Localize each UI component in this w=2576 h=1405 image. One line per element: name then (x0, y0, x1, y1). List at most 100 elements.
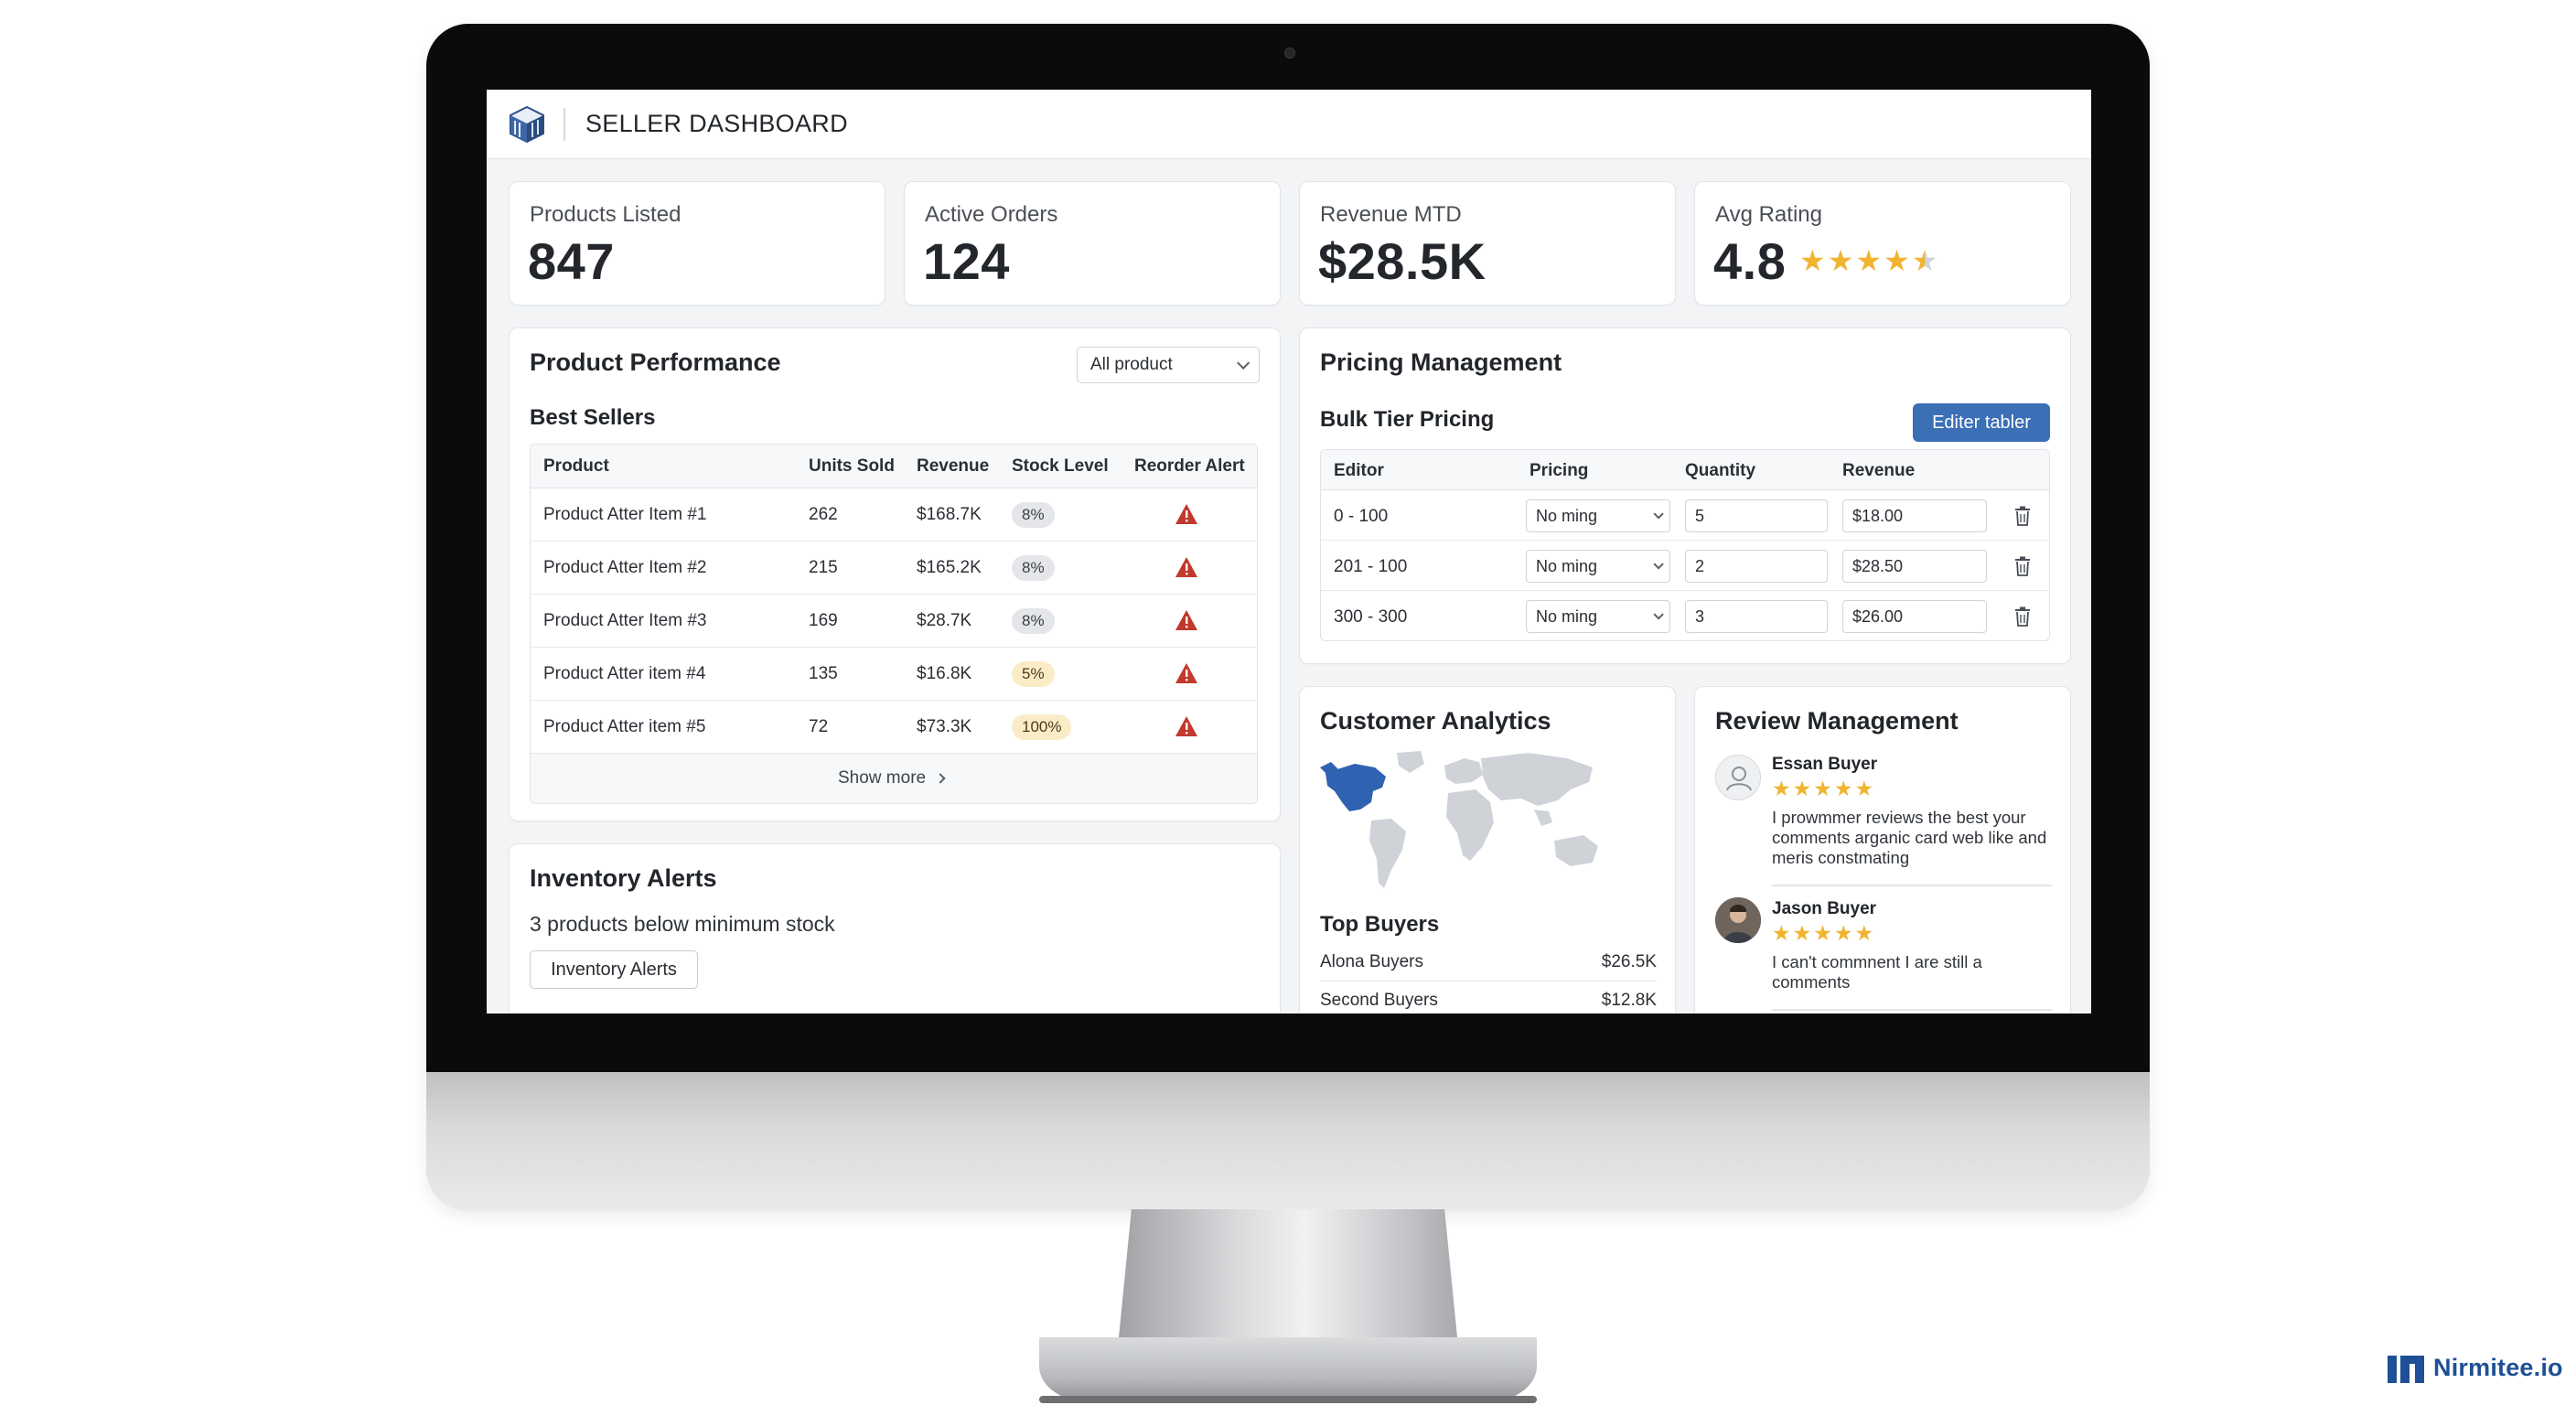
stock-level-badge: 5% (1012, 661, 1055, 687)
select-value: No ming (1536, 606, 1598, 626)
revenue-input[interactable]: $28.50 (1842, 550, 1987, 583)
show-more-label: Show more (838, 768, 927, 788)
quantity-input[interactable]: 2 (1685, 550, 1828, 583)
product-name: Product Atter Item #1 (543, 505, 707, 524)
top-bar: SELLER DASHBOARD (487, 90, 2091, 159)
warning-triangle-icon[interactable] (1175, 556, 1198, 578)
card-title: Customer Analytics (1320, 707, 1551, 735)
pricing-row: 201 - 100 No ming 2 $28.50 (1321, 541, 2049, 591)
map-region-greenland[interactable] (1397, 751, 1424, 773)
quantity-input[interactable]: 5 (1685, 499, 1828, 532)
edit-table-button[interactable]: Editer tabler (1913, 403, 2050, 442)
star-icon: ★ (1813, 921, 1832, 945)
page-title: SELLER DASHBOARD (585, 110, 848, 137)
cube-logo-icon[interactable] (507, 104, 547, 145)
chevron-down-icon (1237, 356, 1250, 370)
stat-value: 847 (528, 232, 615, 290)
brand-name: Nirmitee.io (2433, 1353, 2563, 1381)
units-sold: 262 (809, 505, 838, 524)
buyer-amount: $26.5K (1601, 952, 1657, 971)
column-header[interactable]: Revenue (1842, 461, 1916, 480)
inventory-message: 3 products below minimum stock (530, 912, 835, 936)
revenue-input[interactable]: $18.00 (1842, 499, 1987, 532)
map-region-europe[interactable] (1444, 758, 1483, 784)
pricing-select[interactable]: No ming (1526, 550, 1670, 583)
stat-value: 124 (923, 232, 1010, 290)
map-region-asia[interactable] (1481, 753, 1593, 806)
units-sold: 135 (809, 664, 838, 683)
world-map[interactable] (1318, 745, 1611, 892)
column-header[interactable]: Quantity (1685, 461, 1756, 480)
monitor-stand-neck (1118, 1209, 1458, 1346)
buyer-name: Second Buyers (1320, 991, 1438, 1010)
map-region-north-america[interactable] (1326, 764, 1386, 811)
star-icon: ★ (1792, 921, 1812, 945)
review-management-card: Review Management Essan Buyer ★ ★ ★ ★ ★ I pr… (1694, 686, 2071, 1014)
column-header[interactable]: Editor (1334, 461, 1384, 480)
stock-level-badge: 100% (1012, 714, 1072, 740)
table-row[interactable]: Product Atter item #5 72 $73.3K 100% (531, 701, 1257, 754)
warning-triangle-icon[interactable] (1175, 662, 1198, 684)
trash-icon[interactable] (2014, 556, 2031, 576)
column-header[interactable]: Pricing (1530, 461, 1589, 480)
inventory-alerts-card: Inventory Alerts 3 products below minimu… (509, 843, 1281, 1014)
stock-level-badge: 8% (1012, 555, 1055, 581)
trash-icon[interactable] (2014, 606, 2031, 627)
pricing-select[interactable]: No ming (1526, 499, 1670, 532)
user-avatar-icon[interactable] (1715, 897, 1761, 943)
pricing-row: 300 - 300 No ming 3 $26.00 (1321, 591, 2049, 640)
column-header[interactable]: Revenue (917, 456, 990, 476)
stat-card-avg-rating: Avg Rating 4.8 ★ ★ ★ ★ ★ (1694, 181, 2071, 306)
map-region-africa[interactable] (1446, 789, 1494, 861)
revenue: $16.8K (917, 664, 972, 683)
inventory-alerts-button[interactable]: Inventory Alerts (530, 950, 698, 989)
product-name: Product Atter item #5 (543, 717, 706, 736)
pricing-select[interactable]: No ming (1526, 600, 1670, 633)
star-icon: ★ (1855, 244, 1883, 277)
best-sellers-table: Product Units Sold Revenue Stock Level R… (530, 444, 1258, 804)
revenue-input[interactable]: $26.00 (1842, 600, 1987, 633)
column-header[interactable]: Reorder Alert (1134, 456, 1245, 476)
input-value: 3 (1695, 606, 1705, 626)
star-half-icon: ★ (1911, 244, 1938, 277)
warning-triangle-icon[interactable] (1175, 503, 1198, 525)
quantity-input[interactable]: 3 (1685, 600, 1828, 633)
table-row[interactable]: Product Atter item #4 135 $16.8K 5% (531, 648, 1257, 701)
select-value: All product (1090, 355, 1173, 374)
table-row[interactable]: Product Atter Item #3 169 $28.7K 8% (531, 595, 1257, 648)
brand-watermark: Nirmitee.io (2388, 1352, 2563, 1383)
trash-icon[interactable] (2014, 506, 2031, 526)
camera-icon (1284, 48, 1295, 59)
product-performance-card: Product Performance All product Best Sel… (509, 327, 1281, 821)
star-icon: ★ (1792, 777, 1812, 800)
product-name: Product Atter Item #3 (543, 611, 707, 630)
input-value: $26.00 (1852, 606, 1904, 626)
column-header[interactable]: Product (543, 456, 609, 476)
map-region-south-america[interactable] (1369, 819, 1406, 888)
map-region-australia[interactable] (1554, 835, 1598, 866)
revenue: $168.7K (917, 505, 982, 524)
column-header[interactable]: Stock Level (1012, 456, 1109, 476)
select-value: No ming (1536, 506, 1598, 525)
map-region-southeast-asia[interactable] (1534, 810, 1552, 826)
customer-analytics-card: Customer Analytics Top Buyers (1299, 686, 1676, 1014)
stat-card-revenue-mtd: Revenue MTD $28.5K (1299, 181, 1676, 306)
column-header[interactable]: Units Sold (809, 456, 895, 476)
review-divider (1772, 885, 2052, 886)
table-header: Product Units Sold Revenue Stock Level R… (531, 445, 1257, 488)
table-row[interactable]: Product Atter Item #2 215 $165.2K 8% (531, 542, 1257, 595)
table-row[interactable]: Product Atter Item #1 262 $168.7K 8% (531, 488, 1257, 542)
buyer-row[interactable]: Second Buyers $12.8K (1320, 981, 1657, 1014)
show-more-link[interactable]: Show more (838, 768, 946, 788)
review-stars: ★ ★ ★ ★ ★ (1772, 923, 1873, 944)
card-title: Pricing Management (1320, 349, 1562, 376)
warning-triangle-icon[interactable] (1175, 609, 1198, 631)
product-filter-select[interactable]: All product (1077, 347, 1260, 383)
buyer-row[interactable]: Alona Buyers $26.5K (1320, 943, 1657, 981)
warning-triangle-icon[interactable] (1175, 715, 1198, 737)
user-avatar-icon[interactable] (1715, 755, 1761, 800)
topbar-divider (564, 108, 565, 141)
map-region-alaska[interactable] (1320, 762, 1338, 777)
review-text: I prowmmer reviews the best your comment… (1772, 808, 2047, 867)
